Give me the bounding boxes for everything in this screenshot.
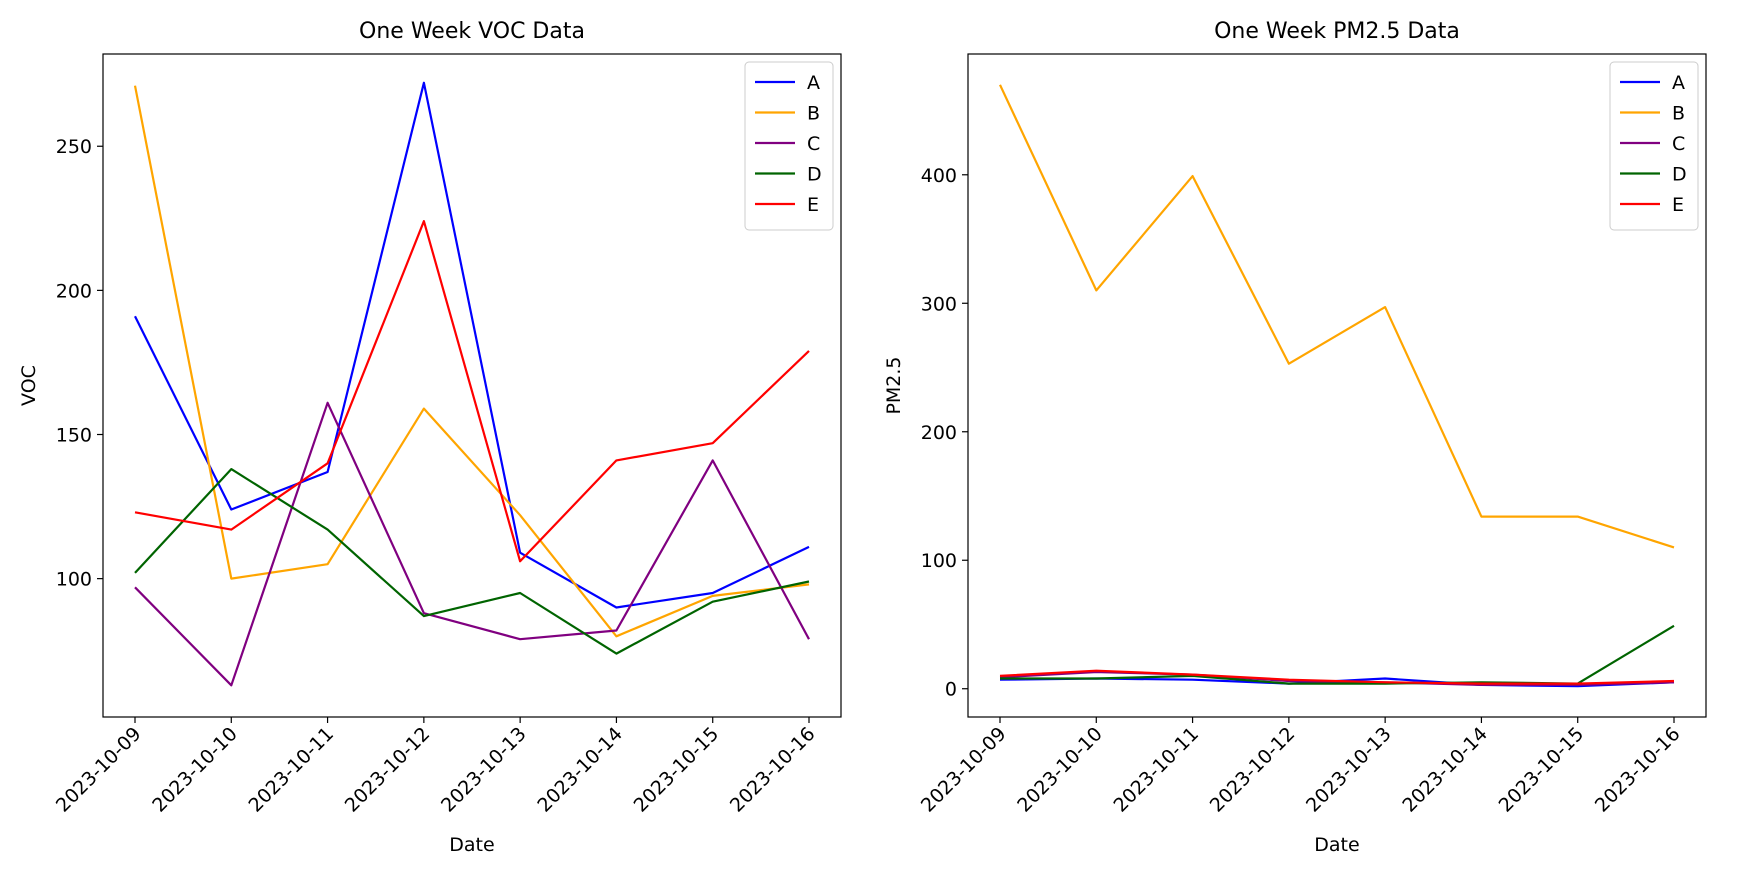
legend-label-e: E xyxy=(1672,194,1684,216)
x-axis-label: Date xyxy=(1314,834,1359,856)
y-tick-label: 0 xyxy=(945,679,957,701)
plot-frame xyxy=(967,53,1707,718)
series-line-b xyxy=(133,85,810,638)
x-tick-label: 2023-10-09 xyxy=(917,723,1011,817)
x-tick-label: 2023-10-12 xyxy=(341,723,435,817)
x-tick-label: 2023-10-13 xyxy=(437,723,531,817)
series-line-a xyxy=(134,81,810,609)
plot-frame xyxy=(102,53,842,718)
x-tick-label: 2023-10-15 xyxy=(630,723,724,817)
legend-box xyxy=(744,61,834,231)
y-tick-label: 200 xyxy=(56,280,92,302)
series-line-c xyxy=(134,401,810,687)
x-tick-label: 2023-10-14 xyxy=(533,723,627,817)
y-tick-label: 400 xyxy=(921,165,957,187)
legend-label-a: A xyxy=(807,72,820,94)
chart-panel-2: One Week PM2.5 Data 0 100 200 300 400 2023-10-… xyxy=(883,19,1707,856)
y-tick-label: 250 xyxy=(56,136,92,158)
series-line-b xyxy=(999,84,1675,549)
x-tick-label: 2023-10-12 xyxy=(1206,723,1300,817)
y-axis-label: PM2.5 xyxy=(883,356,905,414)
y-tick-label: 150 xyxy=(56,425,92,447)
chart-title: One Week PM2.5 Data xyxy=(1214,19,1460,44)
legend-label-b: B xyxy=(1672,103,1685,125)
legend-label-c: C xyxy=(807,133,820,155)
x-tick-label: 2023-10-09 xyxy=(52,723,146,817)
legend-label-d: D xyxy=(807,164,822,186)
chart-title: One Week VOC Data xyxy=(359,19,585,44)
x-tick-label: 2023-10-16 xyxy=(1591,723,1685,817)
x-tick-label: 2023-10-16 xyxy=(726,723,820,817)
legend-label-c: C xyxy=(1672,133,1685,155)
x-tick-label: 2023-10-11 xyxy=(1109,723,1203,817)
x-tick-label: 2023-10-10 xyxy=(1013,723,1107,817)
legend-label-b: B xyxy=(807,103,820,125)
y-tick-label: 300 xyxy=(921,293,957,315)
legend-label-a: A xyxy=(1672,72,1685,94)
legend-label-d: D xyxy=(1672,164,1687,186)
x-tick-label: 2023-10-13 xyxy=(1302,723,1396,817)
series-line-e xyxy=(134,220,810,563)
x-tick-label: 2023-10-11 xyxy=(244,723,338,817)
x-axis-label: Date xyxy=(449,834,494,856)
x-tick-label: 2023-10-15 xyxy=(1495,723,1589,817)
series-line-d xyxy=(134,468,810,655)
y-axis-label: VOC xyxy=(18,365,40,406)
y-tick-label: 200 xyxy=(921,422,957,444)
y-tick-label: 100 xyxy=(56,569,92,591)
x-tick-label: 2023-10-10 xyxy=(148,723,242,817)
series-line-e xyxy=(999,669,1675,685)
legend-label-e: E xyxy=(807,194,819,216)
x-tick-label: 2023-10-14 xyxy=(1398,723,1492,817)
legend-box xyxy=(1609,61,1699,231)
y-tick-label: 100 xyxy=(921,550,957,572)
series-line-d xyxy=(1000,624,1675,685)
